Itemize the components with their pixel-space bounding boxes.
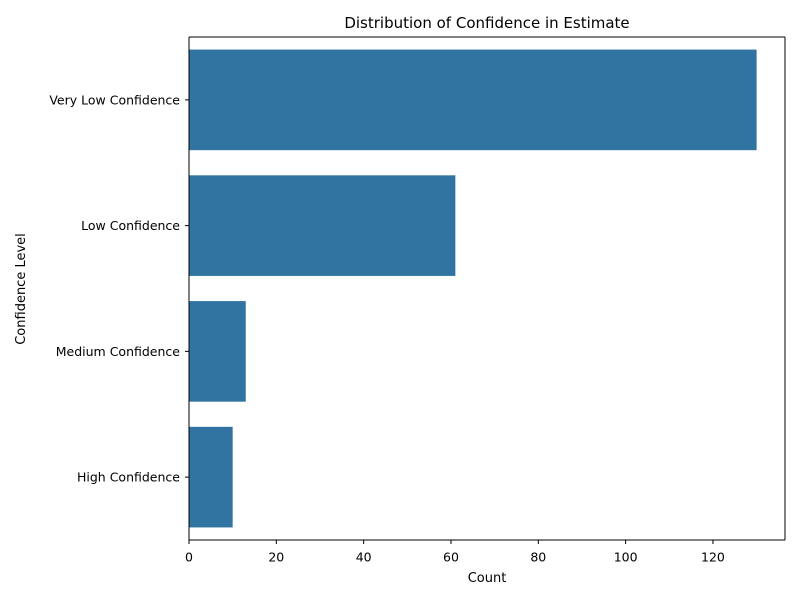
- x-tick-label-4: 80: [530, 550, 546, 565]
- bars-group: [189, 49, 757, 528]
- axes-group: [188, 36, 786, 541]
- y-axis-label: Confidence Level: [14, 233, 29, 345]
- y-tick-label-1: Low Confidence: [81, 218, 180, 233]
- x-axis-ticks: 0 20 40 60 80 100 120: [185, 540, 725, 565]
- x-tick-label-5: 100: [614, 550, 638, 565]
- x-tick-label-1: 20: [268, 550, 284, 565]
- y-tick-label-2: Medium Confidence: [56, 344, 181, 359]
- x-tick-label-6: 120: [701, 550, 725, 565]
- y-tick-label-3: High Confidence: [77, 470, 180, 485]
- x-tick-label-3: 60: [443, 550, 459, 565]
- x-tick-label-0: 0: [185, 550, 193, 565]
- chart-title: Distribution of Confidence in Estimate: [344, 14, 629, 32]
- bar-1: [189, 175, 456, 276]
- bar-3: [189, 426, 233, 528]
- y-axis-ticks: Very Low Confidence Low Confidence Medium …: [49, 92, 189, 485]
- bar-0: [189, 49, 757, 151]
- bar-2: [189, 301, 246, 402]
- y-tick-label-0: Very Low Confidence: [49, 92, 180, 107]
- x-axis-label: Count: [468, 571, 507, 586]
- x-tick-label-2: 40: [356, 550, 372, 565]
